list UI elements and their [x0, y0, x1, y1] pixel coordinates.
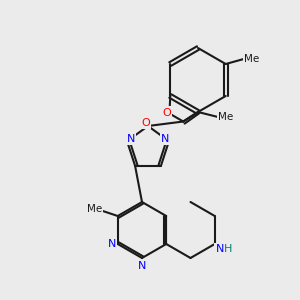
Text: O: O: [142, 118, 150, 128]
Text: Me: Me: [218, 112, 234, 122]
Text: N: N: [108, 239, 116, 249]
Text: H: H: [224, 244, 232, 254]
Text: N: N: [161, 134, 169, 144]
Text: Me: Me: [244, 54, 259, 64]
Text: O: O: [162, 107, 171, 118]
Text: N: N: [138, 261, 146, 271]
Text: N: N: [127, 134, 135, 144]
Text: Me: Me: [87, 204, 102, 214]
Text: N: N: [216, 244, 224, 254]
